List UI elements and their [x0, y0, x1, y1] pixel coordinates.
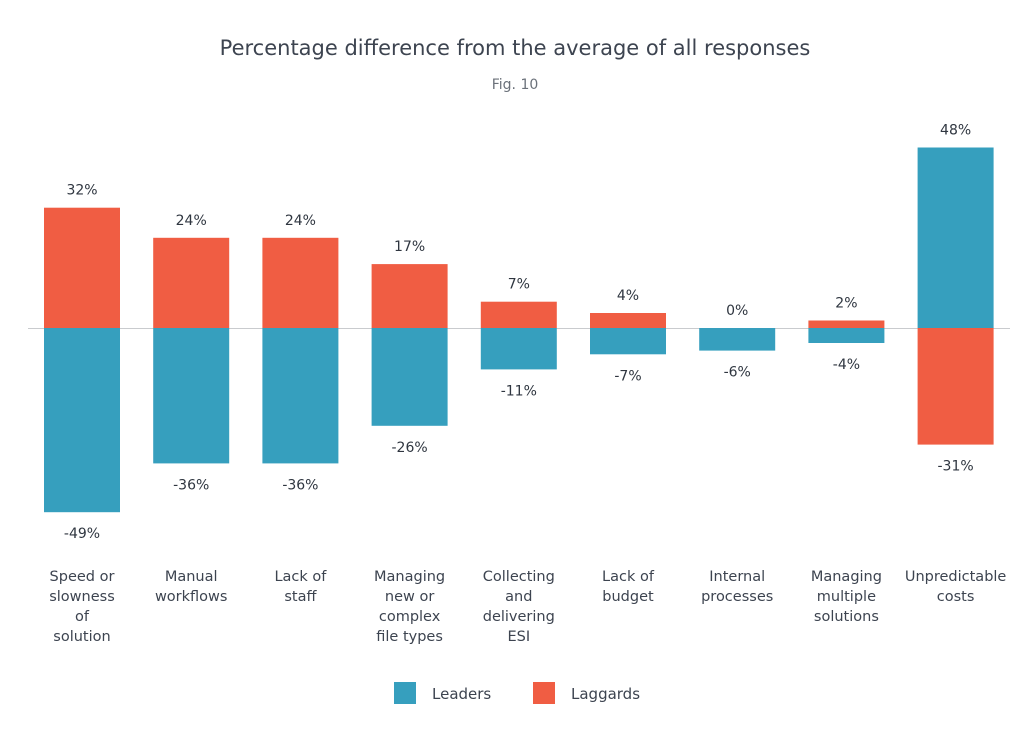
category-label-line: Lack of — [274, 569, 327, 585]
category-label-line: new or — [385, 589, 434, 605]
bar-laggards-2 — [262, 237, 339, 328]
data-label-leaders-5: -7% — [614, 368, 641, 384]
data-label-laggards-7: 2% — [835, 296, 857, 312]
chart-subtitle: Fig. 10 — [492, 77, 539, 93]
category-label-line: file types — [376, 629, 443, 645]
category-label-line: Unpredictable — [905, 569, 1007, 585]
data-label-laggards-2: 24% — [285, 213, 316, 229]
data-label-laggards-8: -31% — [938, 459, 974, 475]
category-label-6: Internal processes — [701, 569, 773, 605]
category-label-8: Unpredictable costs — [905, 569, 1007, 605]
category-label-line: Internal — [709, 569, 765, 585]
bar-laggards-7 — [808, 320, 885, 328]
data-label-laggards-6: 0% — [726, 303, 748, 319]
data-label-leaders-7: -4% — [833, 357, 860, 373]
category-label-line: Managing — [374, 569, 445, 585]
bar-leaders-5 — [590, 328, 666, 355]
data-labels-group: -49% 32% -36% 24% -36% 24% -26% 17% -11% 7% -7% 4% -… — [64, 123, 974, 543]
category-label-7: Managing multiple solutions — [811, 569, 882, 625]
legend-label-laggards: Laggards — [571, 685, 640, 703]
data-label-laggards-5: 4% — [617, 288, 639, 304]
category-label-line: of — [75, 609, 90, 625]
category-label-3: Managing new or complex file types — [374, 569, 445, 645]
legend-label-leaders: Leaders — [432, 685, 491, 703]
data-label-leaders-4: -11% — [501, 383, 537, 399]
category-label-line: workflows — [155, 589, 228, 605]
category-label-line: multiple — [817, 589, 876, 605]
data-label-leaders-2: -36% — [282, 477, 318, 493]
category-label-line: Manual — [165, 569, 218, 585]
category-label-line: Collecting — [483, 569, 555, 585]
category-label-line: Speed or — [50, 569, 115, 585]
legend-swatch-leaders — [394, 682, 416, 704]
category-label-line: solutions — [814, 609, 879, 625]
category-label-line: staff — [284, 589, 317, 605]
category-label-4: Collecting and delivering ESI — [483, 569, 555, 645]
bar-laggards-8 — [917, 328, 994, 445]
category-label-line: complex — [379, 609, 441, 625]
bar-leaders-0 — [44, 328, 120, 513]
bar-leaders-4 — [480, 328, 557, 370]
category-label-line: solution — [53, 629, 110, 645]
category-label-line: processes — [701, 589, 773, 605]
category-label-line: ESI — [507, 629, 530, 645]
category-label-line: Lack of — [602, 569, 655, 585]
category-label-5: Lack of budget — [602, 569, 655, 605]
data-label-leaders-8: 48% — [940, 123, 971, 139]
data-label-leaders-0: -49% — [64, 526, 100, 542]
bar-leaders-8 — [917, 147, 994, 328]
category-labels-group: Speed or slowness of solution Manual workflow… — [49, 569, 1006, 645]
bar-leaders-7 — [808, 328, 885, 343]
category-label-line: Managing — [811, 569, 882, 585]
data-label-leaders-6: -6% — [724, 365, 751, 381]
legend-swatch-laggards — [533, 682, 555, 704]
bar-leaders-3 — [371, 328, 448, 426]
chart-title: Percentage difference from the average o… — [220, 36, 811, 60]
bar-leaders-2 — [262, 328, 339, 464]
category-label-line: budget — [602, 589, 654, 605]
category-label-line: costs — [937, 589, 975, 605]
bar-laggards-5 — [590, 313, 666, 328]
bar-laggards-3 — [371, 264, 448, 328]
legend: Leaders Laggards — [394, 682, 640, 704]
bar-laggards-4 — [480, 301, 557, 328]
category-label-line: and — [505, 589, 532, 605]
data-label-laggards-1: 24% — [176, 213, 207, 229]
category-label-0: Speed or slowness of solution — [49, 569, 115, 645]
data-label-laggards-3: 17% — [394, 239, 425, 255]
data-label-laggards-4: 7% — [508, 277, 530, 293]
category-label-1: Manual workflows — [155, 569, 228, 605]
data-label-leaders-1: -36% — [173, 477, 209, 493]
bar-leaders-1 — [153, 328, 230, 464]
bars-group — [44, 147, 994, 513]
bar-laggards-1 — [153, 237, 230, 328]
bar-laggards-0 — [44, 207, 120, 328]
category-label-line: delivering — [483, 609, 555, 625]
data-label-laggards-0: 32% — [66, 183, 97, 199]
category-label-line: slowness — [49, 589, 115, 605]
data-label-leaders-3: -26% — [392, 440, 428, 456]
bar-leaders-6 — [699, 328, 776, 351]
category-label-2: Lack of staff — [274, 569, 327, 605]
